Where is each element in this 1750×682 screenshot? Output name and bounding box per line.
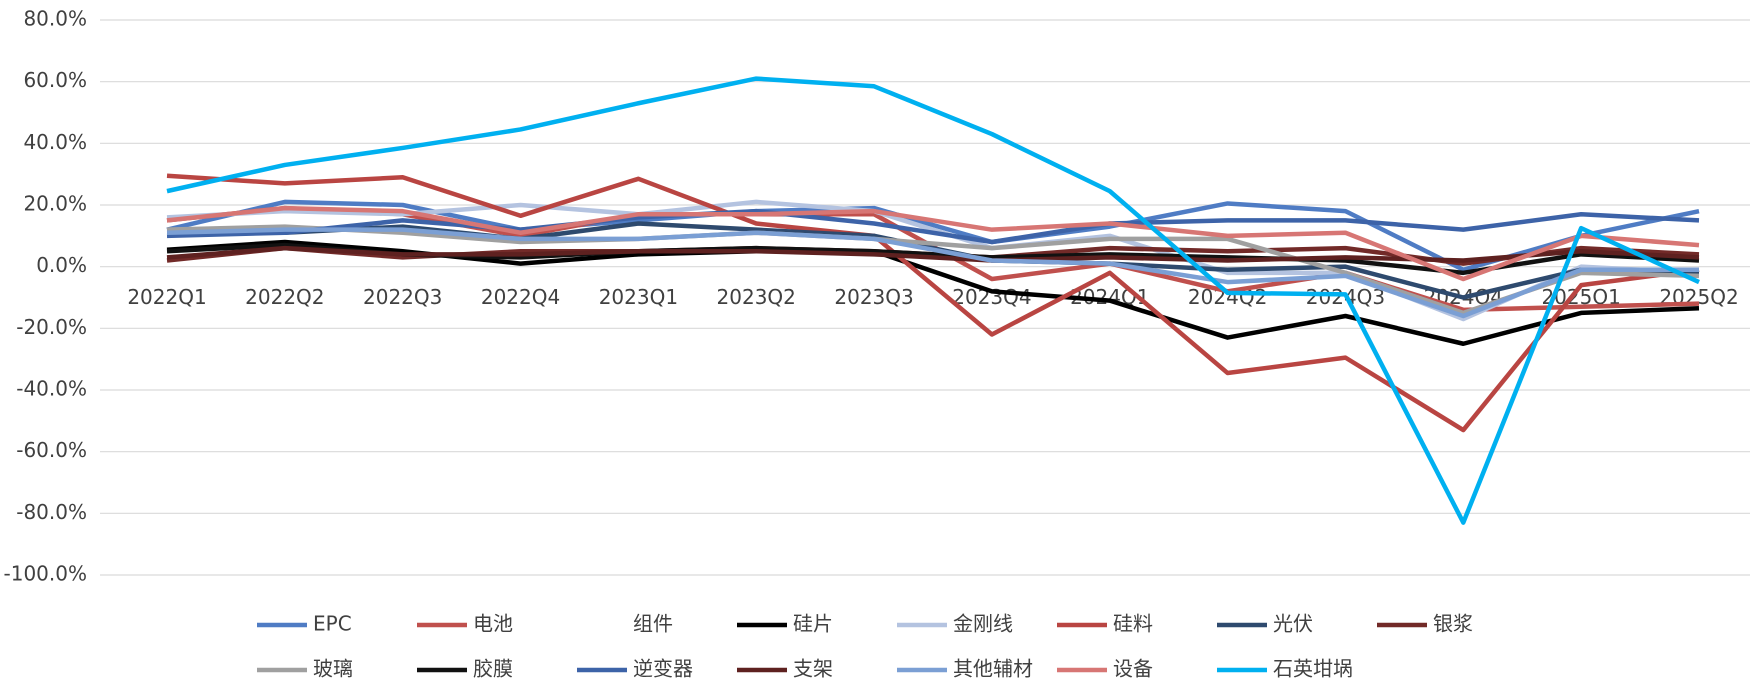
x-tick-label: 2022Q2 — [245, 285, 324, 309]
y-tick-label: 20.0% — [23, 192, 87, 216]
y-tick-label: -80.0% — [16, 500, 87, 524]
y-tick-label: 0.0% — [36, 253, 87, 277]
y-tick-label: -40.0% — [16, 377, 87, 401]
legend-label: 逆变器 — [633, 657, 693, 681]
legend-label: 设备 — [1113, 657, 1153, 681]
legend-label: 硅片 — [793, 612, 833, 636]
y-tick-label: 60.0% — [23, 68, 87, 92]
series-line — [166, 227, 1699, 319]
x-tick-label: 2022Q1 — [127, 285, 206, 309]
series-line — [166, 245, 1700, 263]
legend-label: 胶膜 — [473, 657, 513, 681]
x-tick-label: 2023Q3 — [834, 285, 913, 309]
legend-label: 电池 — [473, 612, 513, 636]
legend-label: 金刚线 — [953, 612, 1013, 636]
series-line — [166, 205, 1700, 282]
x-tick-label: 2022Q3 — [363, 285, 442, 309]
legend-label: 玻璃 — [313, 657, 353, 681]
legend-label: 硅料 — [1113, 612, 1153, 636]
series-line — [166, 173, 1700, 433]
y-tick-label: -60.0% — [16, 438, 87, 462]
legend-label: EPC — [313, 612, 352, 636]
legend-label: 组件 — [633, 612, 673, 636]
y-tick-label: -20.0% — [16, 315, 87, 339]
x-tick-label: 2023Q2 — [717, 285, 796, 309]
legend-label: 光伏 — [1273, 612, 1313, 636]
x-tick-label: 2022Q4 — [481, 285, 560, 309]
legend-label: 石英坩埚 — [1273, 657, 1353, 681]
y-tick-label: -100.0% — [4, 562, 87, 586]
legend-label: 银浆 — [1433, 612, 1473, 636]
series-line — [166, 208, 1700, 245]
series-line — [166, 224, 1700, 316]
x-tick-label: 2023Q4 — [952, 285, 1031, 309]
x-tick-label: 2023Q1 — [599, 285, 678, 309]
y-tick-label: 40.0% — [23, 130, 87, 154]
y-tick-label: 80.0% — [23, 7, 87, 31]
series-line — [166, 76, 1700, 525]
legend-label: 支架 — [793, 657, 833, 681]
legend-label: 其他辅材 — [953, 657, 1033, 681]
